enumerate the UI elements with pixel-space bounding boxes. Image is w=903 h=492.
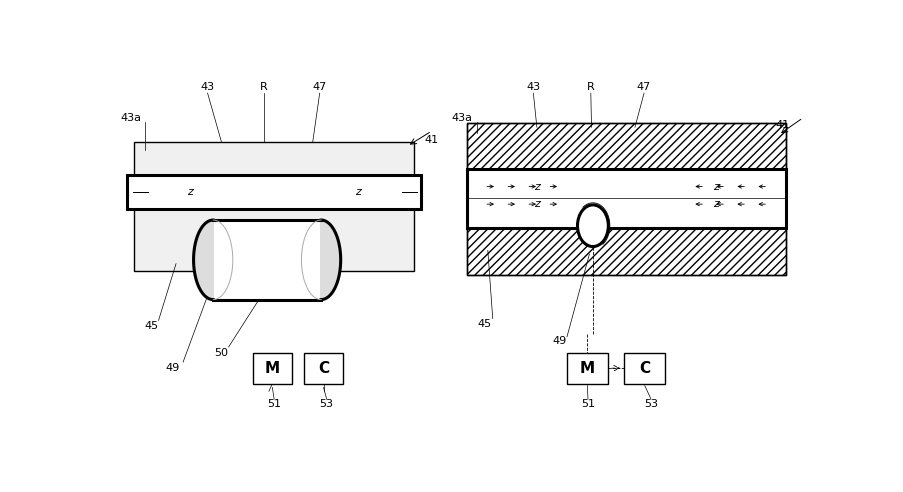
Bar [466, 123, 785, 275]
Text: M: M [265, 361, 280, 376]
Text: 53: 53 [320, 399, 333, 409]
Text: 41: 41 [424, 135, 439, 146]
Text: 41: 41 [774, 121, 788, 130]
Text: 51: 51 [267, 399, 281, 409]
Bar [304, 353, 342, 384]
Text: 45: 45 [144, 321, 158, 331]
Bar [134, 142, 414, 175]
Text: z: z [712, 199, 718, 209]
Bar [566, 353, 607, 384]
Text: 43a: 43a [120, 113, 141, 123]
Text: 47: 47 [637, 83, 650, 92]
Text: 49: 49 [165, 363, 180, 373]
Bar [126, 175, 421, 209]
Text: 49: 49 [553, 336, 566, 346]
Text: 47: 47 [312, 83, 327, 92]
Text: z: z [712, 182, 718, 191]
Text: C: C [318, 361, 329, 376]
Bar [466, 169, 785, 228]
Text: z: z [534, 199, 539, 209]
Text: 43: 43 [200, 83, 214, 92]
Text: 53: 53 [643, 399, 657, 409]
Text: R: R [586, 83, 594, 92]
Text: 50: 50 [214, 348, 228, 358]
Text: z: z [187, 186, 192, 197]
Text: C: C [638, 361, 649, 376]
Bar [466, 226, 785, 275]
Text: 43: 43 [526, 83, 540, 92]
Polygon shape [321, 220, 340, 300]
Bar [253, 353, 292, 384]
Bar [624, 353, 665, 384]
Polygon shape [193, 220, 213, 300]
Bar [213, 220, 321, 300]
Text: 51: 51 [581, 399, 594, 409]
Text: M: M [579, 361, 594, 376]
Bar [466, 123, 785, 169]
Text: 43a: 43a [451, 113, 472, 123]
Text: R: R [259, 83, 267, 92]
Text: 45: 45 [477, 319, 491, 329]
Text: z: z [355, 186, 360, 197]
Bar [466, 123, 785, 169]
Bar [134, 209, 414, 271]
Text: z: z [534, 182, 539, 191]
Ellipse shape [577, 205, 608, 246]
Bar [466, 226, 785, 275]
